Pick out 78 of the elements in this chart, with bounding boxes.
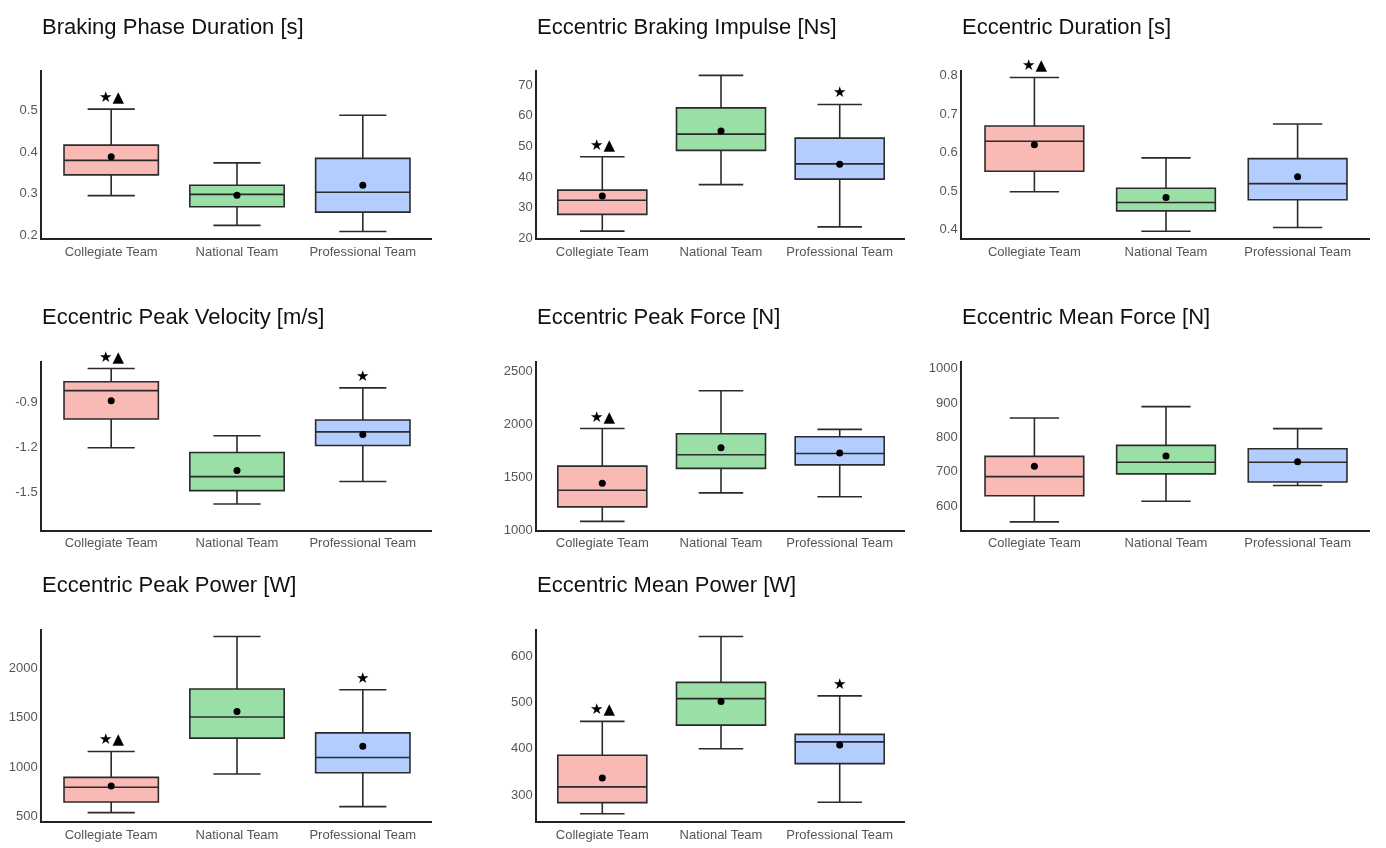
chart-title: Eccentric Peak Velocity [m/s] [42, 304, 325, 329]
y-tick-label: 800 [935, 429, 958, 445]
x-tick-label: Professional Team [309, 535, 417, 551]
annotation: ★▲ [99, 88, 125, 106]
annotation: ★ [833, 83, 847, 101]
y-tick-label: -1.5 [15, 484, 38, 500]
chart-title: Eccentric Braking Impulse [Ns] [537, 14, 837, 39]
chart-title: Braking Phase Duration [s] [42, 14, 304, 39]
x-tick-label: National Team [679, 535, 763, 551]
y-tick-label: 0.5 [939, 182, 958, 198]
annotation: ★▲ [99, 730, 125, 748]
y-tick-label: 0.5 [19, 102, 38, 118]
y-tick-label: 0.2 [19, 226, 38, 242]
x-tick-label: National Team [1124, 535, 1208, 551]
y-tick-label: -1.2 [15, 438, 38, 454]
y-tick-label: 20 [518, 229, 533, 245]
y-tick-label: 700 [935, 463, 958, 479]
x-tick-label: Professional Team [309, 826, 417, 842]
y-tick-label: 2500 [503, 362, 533, 378]
y-tick-label: 60 [518, 107, 533, 123]
x-tick-label: National Team [195, 535, 279, 551]
x-tick-label: Collegiate Team [555, 535, 649, 551]
x-tick-label: Professional Team [786, 243, 894, 259]
x-tick-label: Professional Team [309, 243, 417, 259]
y-tick-label: 600 [935, 497, 958, 513]
x-tick-label: Professional Team [786, 826, 894, 842]
y-tick-label: 1000 [8, 758, 38, 774]
y-tick-label: 600 [510, 647, 533, 663]
chart-title: Eccentric Mean Power [W] [537, 572, 797, 597]
annotation: ★▲ [99, 348, 125, 366]
annotation: ★▲ [1022, 56, 1048, 74]
x-tick-label: Collegiate Team [987, 535, 1081, 551]
y-tick-label: 2000 [503, 415, 533, 431]
y-tick-label: 0.4 [939, 221, 958, 237]
y-tick-label: 0.6 [939, 144, 958, 160]
y-tick-label: 1500 [8, 709, 38, 725]
y-tick-label: 400 [510, 740, 533, 756]
x-tick-label: National Team [195, 243, 279, 259]
chart-title: Eccentric Duration [s] [962, 14, 1172, 39]
y-tick-label: 500 [510, 693, 533, 709]
x-tick-label: National Team [1124, 243, 1208, 259]
x-tick-label: National Team [195, 826, 279, 842]
y-tick-label: 0.4 [19, 143, 38, 159]
y-tick-label: 1000 [928, 360, 958, 376]
annotation: ★ [356, 367, 370, 385]
annotation: ★▲ [590, 408, 616, 426]
y-tick-label: 0.8 [939, 67, 958, 83]
y-tick-label: 0.7 [939, 105, 958, 121]
y-tick-label: 0.3 [19, 185, 38, 201]
x-tick-label: Collegiate Team [555, 826, 649, 842]
y-tick-label: 300 [510, 786, 533, 802]
y-tick-label: 2000 [8, 660, 38, 676]
y-tick-label: 900 [935, 394, 958, 410]
y-tick-label: 30 [518, 199, 533, 215]
y-tick-label: 1000 [503, 521, 533, 537]
annotation: ★▲ [590, 136, 616, 154]
x-tick-label: Collegiate Team [555, 243, 649, 259]
x-tick-label: Professional Team [1244, 243, 1351, 259]
y-tick-label: 50 [518, 138, 533, 154]
y-tick-label: 1500 [503, 468, 533, 484]
y-tick-label: 500 [15, 807, 38, 823]
y-tick-label: 40 [518, 168, 533, 184]
chart-title: Eccentric Peak Force [N] [537, 304, 781, 329]
x-tick-label: Collegiate Team [64, 243, 158, 259]
x-tick-label: National Team [679, 826, 763, 842]
y-tick-label: -0.9 [15, 393, 38, 409]
chart-title: Eccentric Peak Power [W] [42, 572, 297, 597]
x-tick-label: Professional Team [786, 535, 894, 551]
y-tick-label: 70 [518, 76, 533, 92]
x-tick-label: National Team [679, 243, 763, 259]
x-tick-label: Professional Team [1244, 535, 1351, 551]
x-tick-label: Collegiate Team [987, 243, 1081, 259]
annotation: ★ [356, 669, 370, 687]
x-tick-label: Collegiate Team [64, 535, 158, 551]
x-tick-label: Collegiate Team [64, 826, 158, 842]
annotation: ★▲ [590, 700, 616, 718]
chart-title: Eccentric Mean Force [N] [962, 304, 1211, 329]
annotation: ★ [833, 675, 847, 693]
